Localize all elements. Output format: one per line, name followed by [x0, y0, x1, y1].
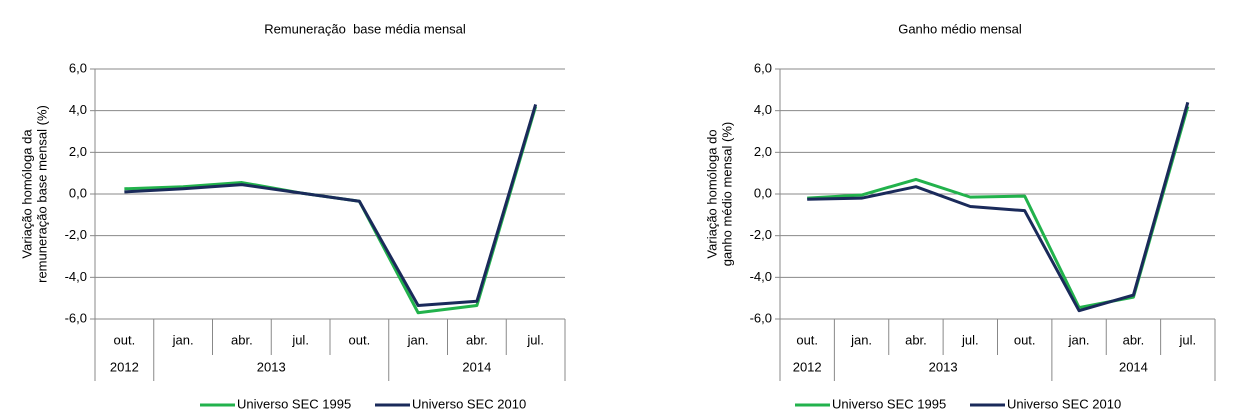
chart-title: Ganho médio mensal — [898, 21, 1022, 36]
data-line — [124, 106, 538, 315]
x-tick-label: abr. — [1123, 332, 1145, 347]
y-tick-label: -6,0 — [750, 310, 772, 325]
x-tick-label: out. — [349, 332, 371, 347]
x-tick-label: jan. — [1068, 332, 1090, 347]
x-tick-label: out. — [796, 332, 818, 347]
year-label: 2013 — [929, 359, 958, 374]
data-line — [124, 103, 538, 307]
x-tick-label: jul. — [291, 332, 309, 347]
year-label: 2012 — [110, 359, 139, 374]
x-tick-label: out. — [1014, 332, 1036, 347]
x-tick-label: jul. — [1179, 332, 1197, 347]
x-tick-label: jan. — [850, 332, 872, 347]
data-line — [807, 101, 1190, 313]
legend-label: Universo SEC 1995 — [237, 396, 351, 411]
y-tick-label: 6,0 — [754, 60, 772, 75]
year-label: 2014 — [1119, 359, 1148, 374]
x-tick-label: abr. — [231, 332, 253, 347]
y-tick-label: 4,0 — [69, 102, 87, 117]
y-tick-label: 4,0 — [754, 102, 772, 117]
y-tick-label: -2,0 — [65, 227, 87, 242]
x-tick-label: jan. — [407, 332, 429, 347]
legend-label: Universo SEC 2010 — [1007, 396, 1121, 411]
chart-title: Remuneração base média mensal — [264, 21, 466, 36]
y-axis-label: Variação homóloga do — [704, 129, 719, 258]
y-tick-label: -4,0 — [750, 269, 772, 284]
year-label: 2013 — [257, 359, 286, 374]
legend-label: Universo SEC 2010 — [412, 396, 526, 411]
y-tick-label: 0,0 — [754, 185, 772, 200]
y-axis-label: Variação homóloga da — [19, 129, 34, 259]
y-tick-label: -2,0 — [750, 227, 772, 242]
x-tick-label: jul. — [961, 332, 979, 347]
y-tick-label: -6,0 — [65, 310, 87, 325]
year-label: 2012 — [793, 359, 822, 374]
y-axis-label: remuneração base mensal (%) — [34, 105, 49, 283]
y-tick-label: 0,0 — [69, 185, 87, 200]
y-axis-label: ganho médio mensal (%) — [719, 122, 734, 267]
x-tick-label: abr. — [905, 332, 927, 347]
y-tick-label: 2,0 — [69, 144, 87, 159]
y-tick-label: 6,0 — [69, 60, 87, 75]
x-tick-label: out. — [114, 332, 136, 347]
y-tick-label: -4,0 — [65, 269, 87, 284]
y-tick-label: 2,0 — [754, 144, 772, 159]
x-tick-label: abr. — [466, 332, 488, 347]
year-label: 2014 — [462, 359, 491, 374]
x-tick-label: jul. — [526, 332, 544, 347]
legend-label: Universo SEC 1995 — [832, 396, 946, 411]
x-tick-label: jan. — [172, 332, 194, 347]
